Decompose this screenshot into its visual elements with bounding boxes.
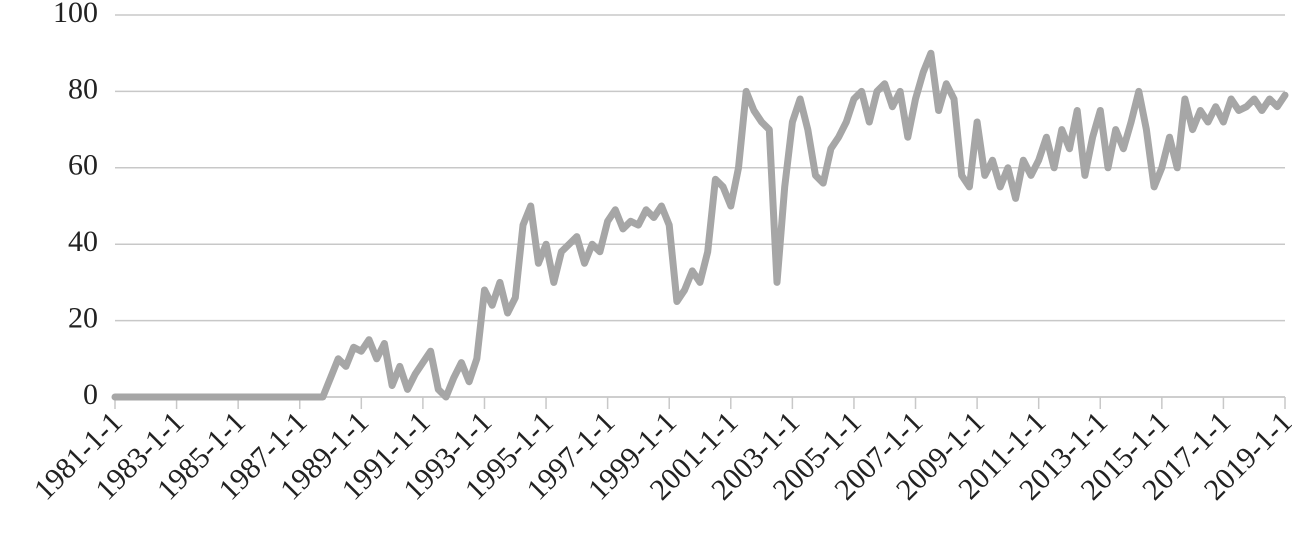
y-tick-label: 60 bbox=[68, 149, 98, 182]
data-line bbox=[111, 49, 1289, 401]
y-tick-label: 80 bbox=[68, 72, 98, 105]
y-tick-label: 40 bbox=[68, 225, 98, 258]
y-tick-label: 100 bbox=[53, 0, 98, 29]
y-tick-label: 0 bbox=[83, 378, 98, 411]
y-tick-label: 20 bbox=[68, 301, 98, 334]
